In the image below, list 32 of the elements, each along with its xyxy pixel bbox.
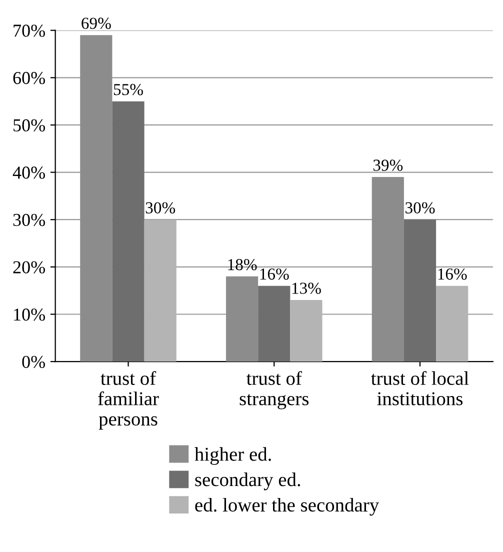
bar <box>436 286 468 362</box>
y-tick-label: 30% <box>13 214 45 226</box>
y-tick-label: 60% <box>13 72 45 84</box>
data-label: 39% <box>373 160 403 171</box>
y-tick-label: 70% <box>14 24 45 37</box>
legend-label: higher ed. <box>194 447 271 465</box>
x-tick-label: trust of local institutions <box>371 371 469 406</box>
data-label: 13% <box>292 282 321 294</box>
x-tick-label: trust of familiar persons <box>98 371 159 430</box>
bar <box>226 276 258 362</box>
data-label: 30% <box>146 202 176 214</box>
data-label: 69% <box>82 18 111 29</box>
data-label: 30% <box>406 202 435 214</box>
data-label: 16% <box>260 268 289 280</box>
y-tick-label: 40% <box>12 166 45 179</box>
bar <box>372 177 404 362</box>
bar <box>112 101 144 362</box>
bar <box>404 220 436 362</box>
y-tick-label: 50% <box>14 119 45 132</box>
bar <box>290 300 322 362</box>
y-tick-label: 10% <box>14 308 45 321</box>
bar <box>258 286 290 362</box>
y-tick-label: 20% <box>13 261 45 274</box>
data-label: 18% <box>228 258 257 270</box>
data-label: 16% <box>438 268 467 280</box>
legend-label: ed. lower the secondary <box>195 498 380 516</box>
x-tick-label: trust of strangers <box>240 371 309 410</box>
y-tick-label: 0% <box>22 356 45 368</box>
data-label: 55% <box>114 84 143 96</box>
bar <box>144 220 176 362</box>
bar <box>80 35 112 362</box>
legend-label: secondary ed. <box>195 472 300 490</box>
